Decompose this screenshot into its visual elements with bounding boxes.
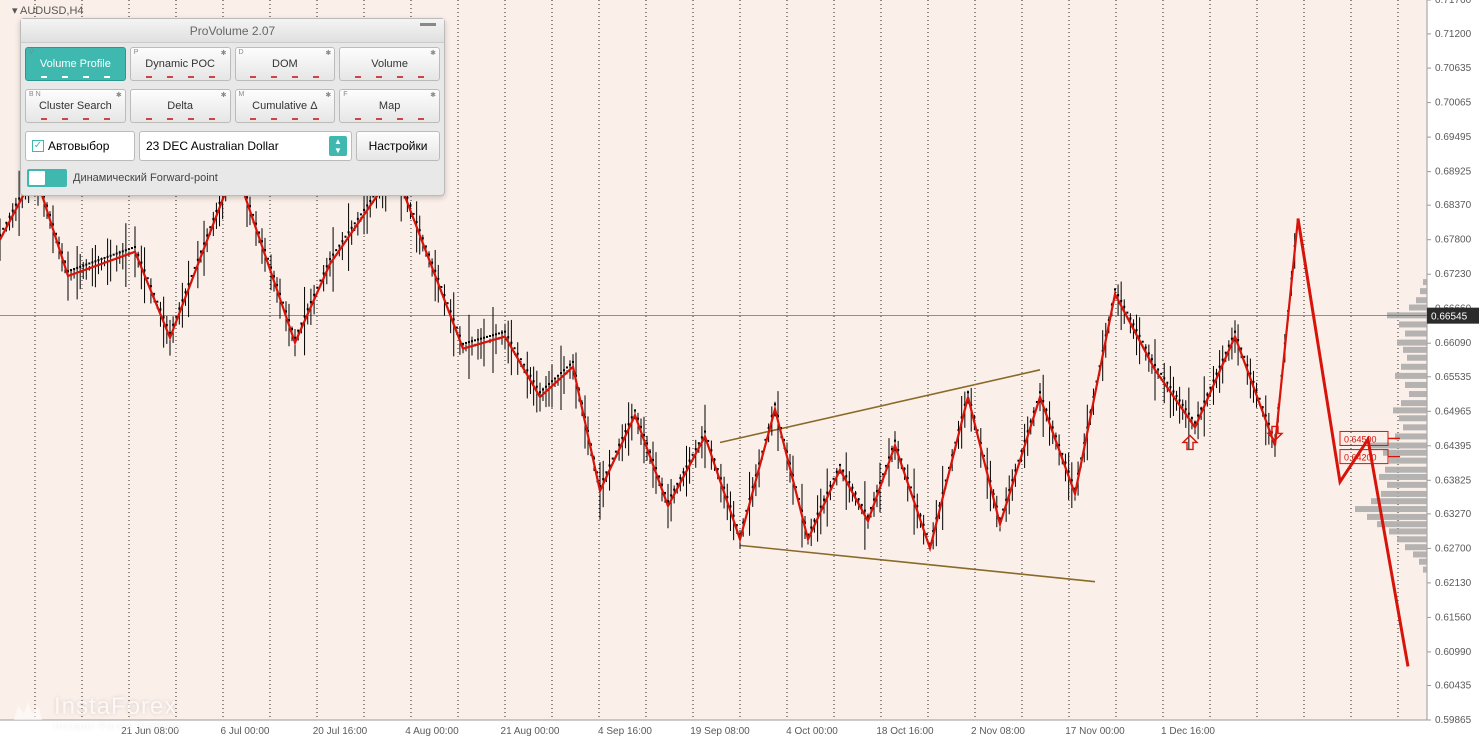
svg-text:0.66545: 0.66545 (1431, 312, 1468, 323)
panel-row-2: B N✱Cluster Search✱DeltaM✱Cumulative ΔF✱… (21, 85, 444, 127)
svg-text:0.63825: 0.63825 (1435, 475, 1472, 486)
settings-button[interactable]: Настройки (356, 131, 440, 161)
svg-text:0.67230: 0.67230 (1435, 269, 1472, 280)
svg-text:20 Jul 16:00: 20 Jul 16:00 (313, 726, 368, 737)
svg-text:0.63270: 0.63270 (1435, 509, 1472, 520)
panel-row-4: Динамический Forward-point (21, 165, 444, 195)
svg-text:19 Sep 08:00: 19 Sep 08:00 (690, 726, 750, 737)
svg-text:0.66090: 0.66090 (1435, 338, 1472, 349)
settings-label: Настройки (369, 139, 428, 153)
svg-text:0.71200: 0.71200 (1435, 29, 1472, 40)
watermark: InstaForex Instant Forex Trading (10, 693, 181, 731)
watermark-crown-icon (10, 694, 46, 730)
svg-text:0.70635: 0.70635 (1435, 63, 1472, 74)
watermark-brand: InstaForex (54, 693, 177, 720)
chart-root: 0.71760 0.71200 0.70635 0.70065 0.69495 0.689… (0, 0, 1484, 741)
panel-button[interactable]: B N✱Cluster Search (25, 89, 126, 123)
panel-button[interactable]: M✱Cumulative Δ (235, 89, 336, 123)
panel-row-3: ✓ Автовыбор 23 DEC Australian Dollar ▲▼ … (21, 127, 444, 165)
panel-button[interactable]: ✱Volume (339, 47, 440, 81)
svg-text:17 Nov 00:00: 17 Nov 00:00 (1065, 726, 1125, 737)
svg-text:0.65535: 0.65535 (1435, 372, 1472, 383)
svg-text:0.69495: 0.69495 (1435, 132, 1472, 143)
provolume-panel[interactable]: ProVolume 2.07 VVolume ProfileP✱Dynamic … (20, 18, 445, 196)
panel-title-text: ProVolume 2.07 (190, 24, 275, 38)
svg-text:2 Nov 08:00: 2 Nov 08:00 (971, 726, 1025, 737)
svg-text:0.64395: 0.64395 (1435, 441, 1472, 452)
panel-button[interactable]: D✱DOM (235, 47, 336, 81)
panel-row-1: VVolume ProfileP✱Dynamic POCD✱DOM✱Volume (21, 43, 444, 85)
svg-text:0.71760: 0.71760 (1435, 0, 1472, 6)
panel-title[interactable]: ProVolume 2.07 (21, 19, 444, 43)
svg-text:0.70065: 0.70065 (1435, 98, 1472, 109)
svg-text:0.61560: 0.61560 (1435, 612, 1472, 623)
check-icon: ✓ (32, 140, 44, 152)
svg-text:6 Jul 00:00: 6 Jul 00:00 (221, 726, 270, 737)
svg-text:4 Aug 00:00: 4 Aug 00:00 (405, 726, 459, 737)
watermark-sub: Instant Forex Trading (54, 721, 181, 731)
svg-text:4 Sep 16:00: 4 Sep 16:00 (598, 726, 652, 737)
svg-text:0.60435: 0.60435 (1435, 680, 1472, 691)
panel-button[interactable]: VVolume Profile (25, 47, 126, 81)
svg-text:0.67800: 0.67800 (1435, 235, 1472, 246)
panel-button[interactable]: F✱Map (339, 89, 440, 123)
svg-text:0.68925: 0.68925 (1435, 167, 1472, 178)
panel-button[interactable]: P✱Dynamic POC (130, 47, 231, 81)
svg-text:21 Aug 00:00: 21 Aug 00:00 (501, 726, 560, 737)
svg-text:0.62700: 0.62700 (1435, 543, 1472, 554)
panel-button[interactable]: ✱Delta (130, 89, 231, 123)
contract-value: 23 DEC Australian Dollar (146, 139, 279, 153)
select-arrows-icon: ▲▼ (329, 136, 347, 156)
svg-text:0.62130: 0.62130 (1435, 578, 1472, 589)
svg-text:18 Oct 16:00: 18 Oct 16:00 (876, 726, 934, 737)
svg-text:0.59865: 0.59865 (1435, 715, 1472, 726)
svg-text:4 Oct 00:00: 4 Oct 00:00 (786, 726, 838, 737)
forward-point-toggle[interactable] (27, 169, 67, 187)
svg-text:0.60990: 0.60990 (1435, 647, 1472, 658)
svg-text:0.68370: 0.68370 (1435, 200, 1472, 211)
autoselect-checkbox[interactable]: ✓ Автовыбор (25, 131, 135, 161)
svg-text:0.64500: 0.64500 (1344, 434, 1377, 444)
contract-select[interactable]: 23 DEC Australian Dollar ▲▼ (139, 131, 352, 161)
svg-text:1 Dec 16:00: 1 Dec 16:00 (1161, 726, 1215, 737)
forward-point-label: Динамический Forward-point (73, 172, 218, 184)
autoselect-label: Автовыбор (48, 139, 109, 153)
svg-text:0.64965: 0.64965 (1435, 406, 1472, 417)
symbol-label: AUDUSD,H4 (12, 4, 84, 17)
minimize-icon[interactable] (420, 23, 436, 26)
